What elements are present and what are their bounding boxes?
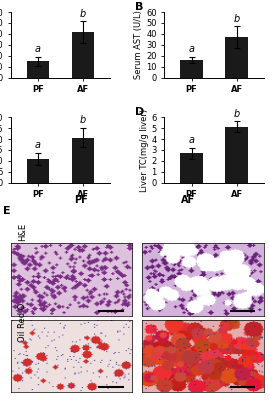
Bar: [72, 32, 94, 78]
Bar: [225, 37, 248, 78]
Text: AF: AF: [181, 195, 195, 205]
Text: a: a: [189, 135, 194, 145]
Text: b: b: [233, 14, 240, 24]
Text: a: a: [189, 44, 194, 54]
Bar: [27, 159, 49, 183]
Text: a: a: [35, 44, 41, 54]
Text: B: B: [135, 2, 143, 12]
Bar: [27, 61, 49, 78]
Y-axis label: Serum AST (U/L): Serum AST (U/L): [134, 10, 143, 79]
Text: E: E: [3, 206, 10, 216]
Y-axis label: Liver TC(mg/g liver): Liver TC(mg/g liver): [140, 108, 149, 192]
Text: H&E: H&E: [18, 223, 27, 241]
Text: PF: PF: [74, 195, 88, 205]
Text: b: b: [80, 116, 86, 126]
Bar: [180, 60, 203, 78]
Text: D: D: [135, 107, 144, 117]
Bar: [72, 138, 94, 183]
Bar: [180, 153, 203, 183]
Text: b: b: [80, 9, 86, 19]
Text: b: b: [233, 109, 240, 119]
Text: Oil Red O: Oil Red O: [18, 302, 27, 342]
Text: a: a: [35, 140, 41, 150]
Bar: [225, 127, 248, 183]
